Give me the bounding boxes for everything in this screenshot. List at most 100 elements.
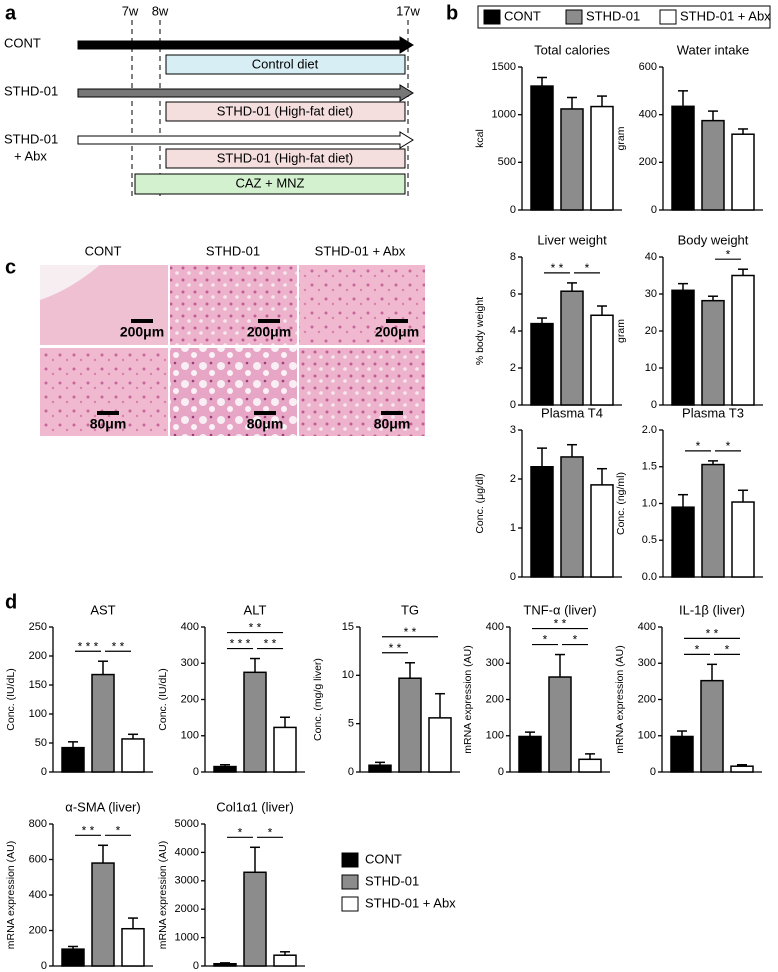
diet-box: [165, 101, 406, 122]
y-tick-label: 300: [181, 657, 199, 669]
legend-label: STHD-01: [365, 873, 419, 888]
panel-label: d: [5, 591, 17, 613]
significance-label: *: [726, 247, 731, 261]
chart-title: Plasma T3: [682, 405, 744, 420]
y-tick-label: 6: [510, 288, 516, 300]
y-axis-label: Conc. (mg/g liver): [312, 658, 324, 741]
legend-swatch: [483, 9, 501, 25]
legend-frame: [477, 5, 771, 29]
y-tick-label: 0: [651, 399, 657, 411]
y-tick-label: 400: [639, 109, 657, 121]
bar: [560, 290, 584, 406]
bar: [701, 299, 725, 406]
diet-label: STHD-01 (High-fat diet): [217, 103, 354, 118]
significance-label: *: [695, 643, 700, 657]
bar: [530, 85, 554, 211]
bar: [731, 274, 755, 406]
micrograph: [299, 265, 425, 345]
y-tick-label: 0: [193, 766, 199, 778]
legend-swatch: [341, 874, 359, 890]
y-axis-label: Conc. (μg/dl): [474, 473, 486, 533]
y-tick-label: 30: [645, 288, 657, 300]
bar: [560, 108, 584, 211]
diet-label: STHD-01 (High-fat diet): [217, 150, 354, 165]
y-axis-label: Conc. (ng/ml): [615, 472, 627, 535]
significance-label: *: [268, 825, 273, 839]
scale-bar: [386, 319, 408, 323]
scale-label: 200μm: [120, 324, 164, 340]
chart-title: ALT: [244, 602, 267, 617]
bar: [590, 314, 614, 406]
scale-bar: [258, 319, 280, 323]
bar: [273, 726, 297, 773]
bar: [121, 738, 145, 773]
y-tick-label: 100: [638, 730, 656, 742]
bar: [518, 735, 542, 773]
significance-label: *: [696, 439, 701, 453]
legend-swatch: [659, 9, 677, 25]
arrow: [77, 131, 414, 149]
chart-title: TNF-α (liver): [523, 602, 596, 617]
y-tick-label: 5000: [175, 818, 199, 830]
schematic: 7w 8w 17w CONT Control diet STHD-01 STHD…: [4, 3, 421, 200]
micrograph: [170, 265, 297, 345]
scale-bar: [97, 411, 119, 415]
chart-title: Liver weight: [537, 232, 607, 247]
bar: [213, 765, 237, 773]
bar: [398, 677, 422, 773]
panel-label: b: [446, 2, 458, 24]
legend-swatch: [565, 9, 583, 25]
bar: [548, 676, 572, 773]
significance-label: *: [585, 261, 590, 275]
diet-box: [165, 148, 406, 169]
bar: [578, 758, 602, 773]
scale-label: 200μm: [247, 324, 291, 340]
y-tick-label: 0: [348, 766, 354, 778]
bar: [273, 954, 297, 967]
y-axis-label: gram: [615, 319, 627, 343]
bar: [91, 862, 115, 967]
bar: [700, 679, 724, 773]
y-tick-label: 100: [29, 708, 47, 720]
bar: [701, 119, 725, 211]
y-axis-label: kcal: [474, 129, 486, 148]
y-tick-label: 100: [181, 730, 199, 742]
significance-label: * *: [112, 639, 125, 653]
column-label: STHD-01 + Abx: [315, 243, 406, 258]
y-tick-label: 1500: [492, 61, 516, 73]
y-tick-label: 400: [29, 889, 47, 901]
legend-swatch: [341, 896, 359, 912]
y-tick-label: 40: [645, 251, 657, 263]
bar: [530, 466, 554, 578]
significance-label: *: [573, 633, 578, 647]
week-label: 17w: [396, 3, 420, 18]
group-label: STHD-01: [4, 83, 58, 98]
y-tick-label: 3: [510, 424, 516, 436]
bar: [530, 322, 554, 406]
y-axis-label: Conc. (IU/dL): [157, 668, 169, 730]
y-tick-label: 200: [639, 156, 657, 168]
panel-label: c: [5, 256, 16, 278]
y-tick-label: 0: [510, 399, 516, 411]
y-tick-label: 100: [486, 730, 504, 742]
scale-label: 80μm: [247, 416, 284, 432]
significance-label: * * *: [78, 639, 99, 653]
legend-label: STHD-01: [586, 8, 640, 23]
significance-label: * *: [82, 823, 95, 837]
y-tick-label: 500: [498, 156, 516, 168]
group-label: + Abx: [14, 148, 47, 163]
y-tick-label: 0.5: [642, 534, 657, 546]
y-tick-label: 2: [510, 473, 516, 485]
micrograph: [299, 348, 425, 436]
bar: [731, 133, 755, 211]
bar: [121, 927, 145, 967]
bar: [428, 717, 452, 773]
chart-title: Col1α1 (liver): [216, 799, 294, 814]
significance-label: * *: [389, 641, 402, 655]
bar: [61, 948, 85, 967]
arrow: [77, 84, 414, 102]
y-tick-label: 0: [498, 766, 504, 778]
y-tick-label: 300: [486, 657, 504, 669]
bar: [671, 506, 695, 578]
